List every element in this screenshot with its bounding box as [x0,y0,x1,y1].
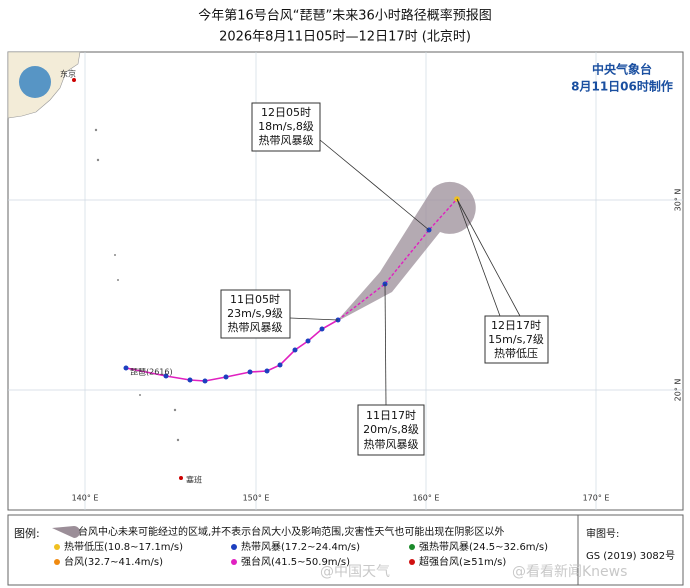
callout-level: 热带风暴级 [228,321,283,334]
legend-dot [54,559,60,565]
saipan-marker [179,476,183,480]
lon-label: 140° E [72,494,99,503]
subtitle: 2026年8月11日05时—12日17时 (北京时) [219,30,471,45]
place-label: 东京 [60,69,76,79]
tokyo-marker [72,78,76,82]
legend-title: 图例: [14,526,40,540]
islands [94,128,180,442]
review-code: GS (2019) 3082号 [586,550,675,562]
callout-lines [289,139,521,406]
callout-wind: 15m/s,7级 [488,333,544,346]
callout-box [251,102,321,152]
legend-dot [231,544,237,550]
callout-wind: 23m/s,9级 [227,307,283,320]
callout-box [484,315,549,364]
callout-level: 热带风暴级 [364,438,419,451]
legend-dot [231,559,237,565]
callout-time: 11日17时 [366,409,416,422]
map-frame [7,51,684,511]
legend-item: 热带风暴(17.2~24.4m/s) [241,540,360,553]
callout-wind: 18m/s,8级 [258,120,314,133]
legend-dot [54,544,60,550]
lon-label: 150° E [243,494,270,503]
lat-label: 30° N [674,189,683,212]
callout-box [357,404,425,456]
legend-cone-text: 台风中心未来可能经过的区域,并不表示台风大小及影响范围,灾害性天气也可能出现在阴… [78,525,504,538]
legend-item: 强台风(41.5~50.9m/s) [241,555,350,568]
watermark: @看看新闻Knews [512,564,627,580]
callout-time: 12日05时 [261,106,311,119]
callout-level: 热带风暴级 [259,134,314,147]
legend-box [7,514,684,586]
legend-dot [409,544,415,550]
watermark: @中国天气 [320,564,390,580]
callout-time: 11日05时 [230,293,280,306]
legend-item: 台风(32.7~41.4m/s) [64,555,163,568]
callout-box [220,289,291,339]
callout-wind: 20m/s,8级 [363,423,419,436]
logo [19,66,51,98]
issue-time: 8月11日06时制作 [571,79,673,94]
agency: 中央气象台 [592,62,652,77]
legend-dot [409,559,415,565]
legend-item: 热带低压(10.8~17.1m/s) [64,540,183,553]
lon-label: 170° E [583,494,610,503]
legend-cone [52,526,80,538]
past-track [125,319,339,382]
storm-label: 琵琶(2616) [130,368,173,377]
lon-label: 160° E [413,494,440,503]
review-label: 审图号: [586,527,619,540]
callout-level: 热带低压 [494,347,538,360]
title: 今年第16号台风“琵琶”未来36小时路径概率预报图 [198,8,492,24]
legend-item: 超强台风(≥51m/s) [419,555,506,568]
lat-label: 20° N [674,379,683,402]
legend-item: 强热带风暴(24.5~32.6m/s) [419,540,548,553]
callout-time: 12日17时 [491,319,541,332]
track-points [123,227,432,384]
place-label: 塞班 [186,475,202,485]
